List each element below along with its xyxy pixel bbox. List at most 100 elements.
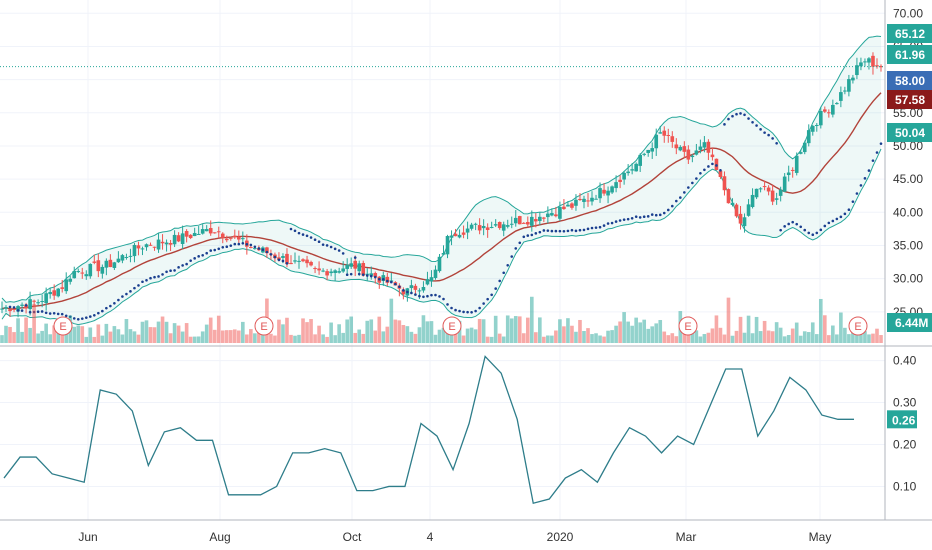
candle-body xyxy=(678,146,683,151)
candle-body xyxy=(754,188,759,198)
volume-bar xyxy=(706,332,711,343)
volume-bar xyxy=(774,322,779,343)
volume-bar xyxy=(112,326,117,343)
sar-dot xyxy=(169,269,172,273)
candle-body xyxy=(574,199,578,206)
candle-body xyxy=(100,266,105,274)
volume-bar xyxy=(622,312,626,343)
volume-bar xyxy=(546,335,550,343)
sar-dot xyxy=(771,137,774,140)
candle-body xyxy=(465,228,470,233)
sar-dot xyxy=(699,171,702,175)
volume-bar xyxy=(345,319,349,343)
sar-dot xyxy=(426,294,429,298)
sar-dot xyxy=(285,262,289,265)
sar-dot xyxy=(249,243,253,247)
candle-body xyxy=(56,288,61,297)
volume-bar xyxy=(517,316,522,343)
sar-dot xyxy=(402,289,405,292)
candle-body xyxy=(20,304,24,306)
candle-body xyxy=(333,270,337,274)
candle-body xyxy=(349,263,354,267)
volume-bar xyxy=(293,335,297,343)
sar-dot xyxy=(84,316,88,319)
candle-body xyxy=(192,232,197,237)
candle-body xyxy=(136,245,141,249)
candle-body xyxy=(670,136,675,142)
sar-dot xyxy=(847,208,851,211)
sar-dot xyxy=(570,228,574,232)
candle-body xyxy=(140,248,145,250)
sar-dot xyxy=(205,251,208,255)
time-tick-label: 2020 xyxy=(547,530,574,544)
candle-body xyxy=(281,256,285,258)
volume-bar xyxy=(321,334,325,343)
candle-body xyxy=(188,234,193,239)
candle-body xyxy=(818,111,823,126)
volume-bar xyxy=(421,315,426,343)
volume-bar xyxy=(92,336,97,343)
volume-bar xyxy=(341,332,345,343)
price-badge xyxy=(887,24,932,43)
candle-body xyxy=(4,307,8,309)
volume-bar xyxy=(485,336,490,343)
candle-body xyxy=(566,204,570,207)
sar-dot xyxy=(490,293,493,297)
sar-dot xyxy=(494,287,497,290)
candle-body xyxy=(453,233,458,237)
volume-bar xyxy=(670,333,675,343)
volume-bar xyxy=(289,334,293,343)
sar-dot xyxy=(369,274,373,278)
volume-bar xyxy=(449,335,454,343)
candle-body xyxy=(80,272,85,274)
volume-bar xyxy=(457,320,462,343)
volume-bar xyxy=(188,336,193,343)
volume-bar xyxy=(176,325,181,343)
indicator-pane xyxy=(0,355,885,505)
candle-body xyxy=(381,275,386,281)
sar-dot xyxy=(871,159,875,162)
sar-dot xyxy=(237,242,241,246)
sar-dot xyxy=(221,245,225,249)
volume-bar xyxy=(100,335,105,343)
candle-body xyxy=(36,302,40,304)
volume-bar xyxy=(128,329,133,343)
earnings-marker-label: E xyxy=(684,321,691,333)
sar-dot xyxy=(662,211,666,215)
sar-dot xyxy=(458,309,461,313)
candle-body xyxy=(76,271,81,273)
candle-body xyxy=(441,252,446,255)
candle-body xyxy=(148,244,153,246)
candle-body xyxy=(321,270,325,272)
volume-bar xyxy=(253,333,257,343)
candle-body xyxy=(650,148,655,152)
candle-body xyxy=(638,154,642,166)
sar-dot xyxy=(506,263,510,267)
candle-body xyxy=(666,134,671,136)
volume-bar xyxy=(778,327,783,343)
volume-bar xyxy=(164,321,169,343)
sar-dot xyxy=(618,219,622,222)
volume-bar xyxy=(786,335,791,343)
price-tick-label: 30.00 xyxy=(893,272,923,286)
candle-body xyxy=(734,204,739,217)
candle-body xyxy=(309,261,313,266)
sar-dot xyxy=(695,177,698,180)
sar-dot xyxy=(650,213,654,216)
volume-bar xyxy=(325,336,329,343)
volume-bar xyxy=(618,321,622,343)
candle-body xyxy=(578,198,582,201)
sar-dot xyxy=(731,114,734,118)
sar-dot xyxy=(185,262,188,266)
sar-dot xyxy=(149,276,152,280)
volume-bar xyxy=(425,321,430,343)
candle-body xyxy=(690,155,695,158)
volume-bar xyxy=(602,336,606,343)
candle-body xyxy=(241,238,245,240)
volume-bar xyxy=(120,334,125,343)
candle-body xyxy=(590,197,594,202)
volume-bar xyxy=(349,316,354,343)
earnings-marker-label: E xyxy=(59,321,66,333)
volume-bar xyxy=(224,330,229,343)
